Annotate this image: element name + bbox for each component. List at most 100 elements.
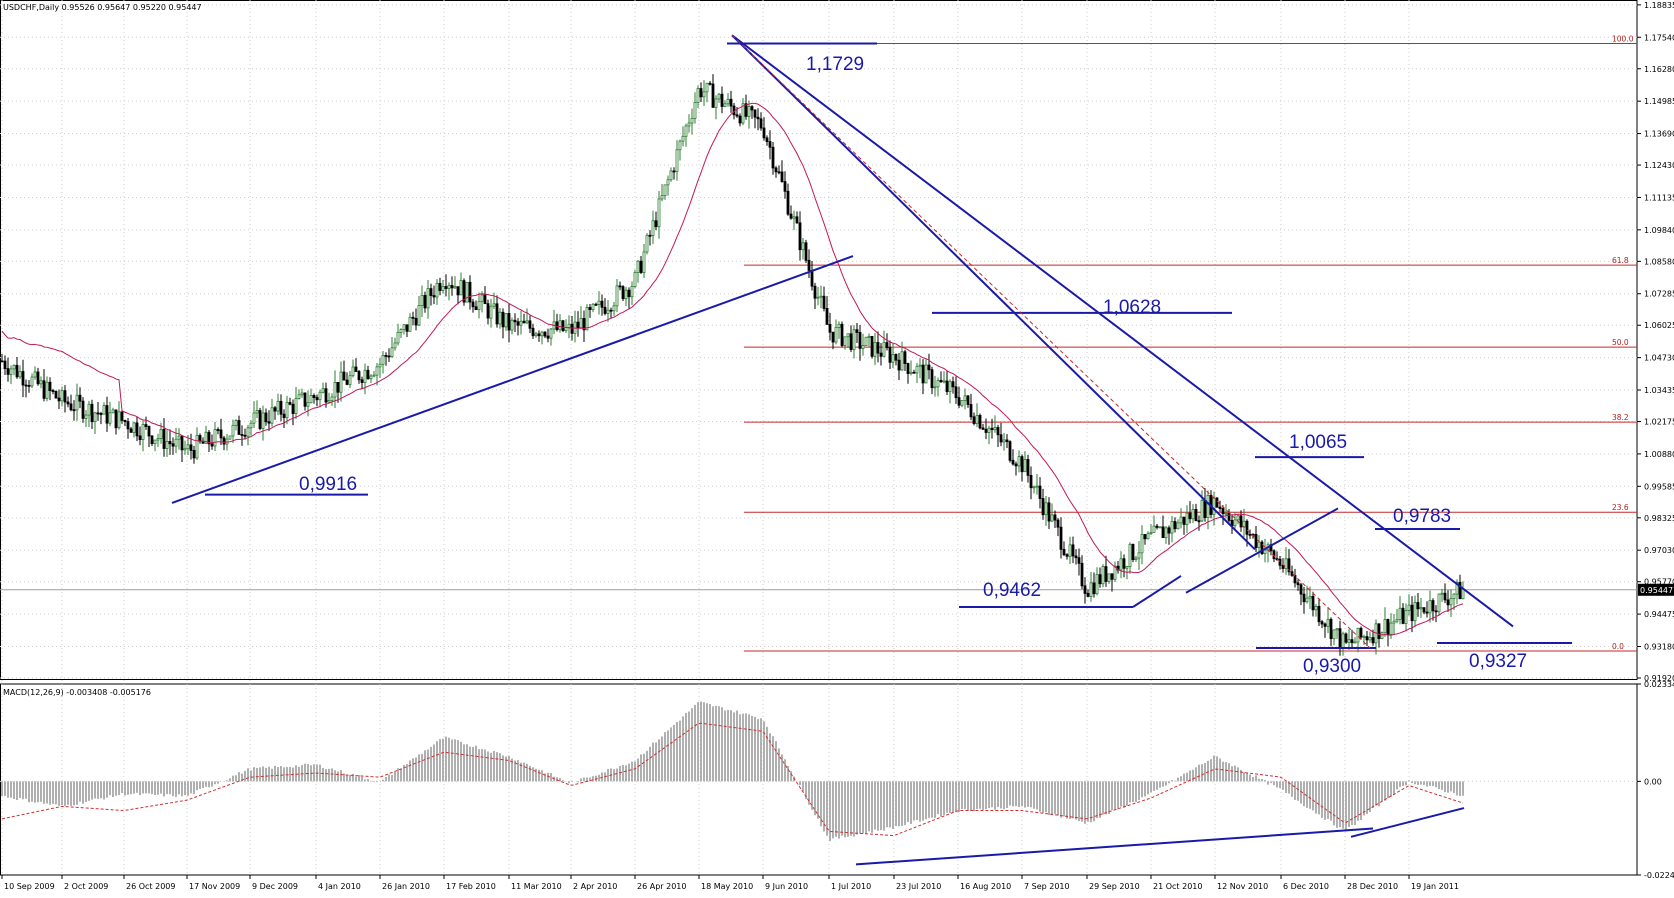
candle-body [1179, 516, 1183, 524]
macd-bar [199, 781, 201, 789]
candle-body [1278, 558, 1282, 566]
macd-bar [370, 780, 372, 782]
price-tick-label: 1.04730 [1644, 354, 1674, 363]
macd-bar [325, 769, 327, 782]
macd-bar [754, 716, 756, 782]
macd-bar [685, 712, 687, 782]
macd-bar [1084, 781, 1086, 824]
macd-bar [544, 773, 546, 782]
macd-bar [109, 781, 111, 796]
macd-bar [1447, 781, 1449, 793]
date-tick-label: 6 Dec 2010 [1283, 882, 1329, 891]
candle-body [195, 435, 199, 459]
current-price-tag [1638, 583, 1674, 596]
fib-label-50-0: 50.0 [1612, 338, 1629, 347]
candle-body [39, 380, 43, 385]
candle-body [1164, 527, 1168, 539]
macd-bar [994, 781, 996, 810]
macd-bar [1063, 781, 1065, 817]
candle-body [243, 434, 247, 437]
macd-bar [460, 741, 462, 782]
candle-body [954, 386, 958, 399]
candle-body [396, 332, 400, 344]
candle-body [729, 98, 733, 107]
macd-bar [1348, 781, 1350, 827]
macd-bar [1078, 781, 1080, 822]
macd-bar [1147, 781, 1149, 795]
macd-bar [295, 765, 297, 782]
macd-bar [97, 781, 99, 799]
uptrend-line-1 [171, 255, 854, 504]
candle-body [798, 222, 802, 251]
candle-body [111, 409, 115, 414]
candle-body [366, 369, 370, 380]
macd-bar [742, 713, 744, 782]
candle-body [222, 437, 226, 445]
macd-bar [1042, 781, 1044, 813]
candle-body [1434, 610, 1438, 613]
macd-bar [541, 770, 543, 782]
macd-bar [1120, 781, 1122, 807]
fib-label-61-8: 61.8 [1612, 256, 1629, 265]
candle-body [690, 117, 694, 124]
macd-bar [724, 710, 726, 782]
macd-bar [1456, 781, 1458, 796]
macd-bar [1336, 781, 1338, 828]
macd-bar [118, 781, 120, 796]
candle-body [534, 333, 538, 337]
candle-body [345, 379, 349, 385]
macd-bar [850, 781, 852, 836]
candle-body [1413, 602, 1417, 622]
macd-bar [139, 781, 141, 796]
candle-body [522, 320, 526, 324]
candle-body [810, 270, 814, 287]
macd-bar [1327, 781, 1329, 819]
macd-bar [1432, 781, 1434, 787]
macd-bar [280, 766, 282, 782]
price-tick-label: 1.12430 [1644, 161, 1674, 170]
candle-body [789, 213, 793, 219]
candle-body [387, 355, 391, 358]
candle-body [135, 422, 139, 437]
candle-body [66, 401, 70, 405]
candle-body [708, 82, 712, 85]
macd-bar [868, 781, 870, 832]
candle-body [612, 305, 616, 312]
macd-bar [952, 781, 954, 813]
macd-bar [1054, 781, 1056, 814]
candle-body [579, 318, 583, 329]
candle-body [1323, 623, 1327, 627]
macd-bar [643, 753, 645, 782]
macd-bar [181, 781, 183, 797]
macd-bar [1330, 781, 1332, 821]
candle-body [969, 404, 973, 418]
candle-body [1173, 521, 1177, 530]
candle-body [834, 327, 838, 343]
candle-body [1089, 582, 1093, 597]
candle-body [219, 429, 223, 439]
macd-bar [1243, 772, 1245, 782]
macd-bar [862, 781, 864, 834]
macd-bar [1375, 781, 1377, 806]
candle-body [129, 428, 133, 433]
macd-bar [265, 767, 267, 782]
candle-body [723, 103, 727, 107]
candle-body [762, 127, 766, 139]
candle-body [1203, 500, 1207, 518]
macd-bar [883, 781, 885, 831]
macd-bar [1435, 781, 1437, 788]
date-tick-label: 26 Oct 2009 [126, 882, 175, 891]
candle-body [1263, 549, 1267, 554]
macd-bar [154, 781, 156, 796]
macd-bar [142, 781, 144, 794]
macd-bar [400, 769, 402, 782]
macd-bar [538, 769, 540, 782]
candle-body [273, 407, 277, 412]
candle-body [213, 429, 217, 447]
macd-bar [1279, 781, 1281, 789]
candle-body [774, 167, 778, 173]
macd-bar [1318, 781, 1320, 815]
macd-bar [505, 756, 507, 782]
